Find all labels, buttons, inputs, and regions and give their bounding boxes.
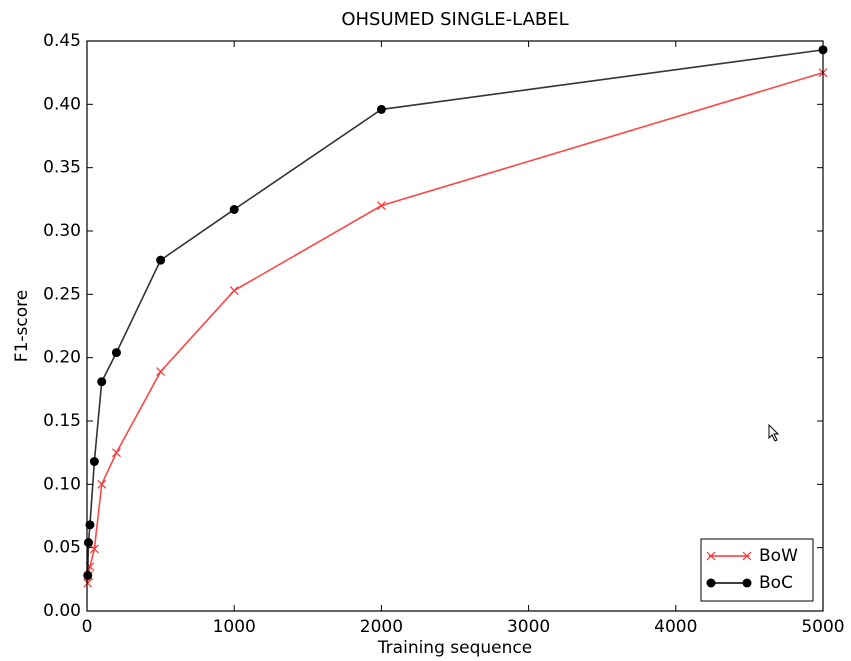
marker <box>706 578 716 588</box>
x-axis-label: Training sequence <box>377 638 532 658</box>
marker <box>85 520 95 530</box>
y-tick-label: 0.10 <box>43 474 81 494</box>
x-tick-label: 0 <box>82 617 93 637</box>
legend-label: BoC <box>759 573 793 593</box>
x-tick-label: 1000 <box>213 617 256 637</box>
y-axis-label: F1-score <box>12 290 32 362</box>
marker <box>742 578 752 588</box>
marker <box>706 551 716 561</box>
series-line <box>86 71 824 584</box>
cursor <box>768 423 780 442</box>
marker <box>97 377 107 387</box>
y-tick-label: 0.35 <box>43 158 81 178</box>
y-tick-label: 0.30 <box>43 221 81 241</box>
marker <box>83 571 93 581</box>
x-tick-label: 4000 <box>654 617 697 637</box>
y-tick-label: 0.15 <box>43 411 81 431</box>
marker <box>156 367 166 377</box>
chart-title: OHSUMED SINGLE-LABEL <box>341 9 568 30</box>
marker <box>742 551 752 561</box>
marker <box>229 286 239 295</box>
marker <box>83 578 93 588</box>
y-tick-label: 0.45 <box>43 31 81 51</box>
legend-label: BoW <box>759 546 798 566</box>
y-tick-label: 0.00 <box>43 601 81 621</box>
y-tick-label: 0.40 <box>43 94 81 114</box>
y-tick-label: 0.25 <box>43 284 81 304</box>
plot-frame <box>86 40 824 612</box>
marker <box>83 538 93 548</box>
legend-box <box>700 538 814 602</box>
y-tick-label: 0.20 <box>43 348 81 368</box>
marker <box>89 544 99 554</box>
marker <box>376 201 386 211</box>
marker <box>97 479 107 489</box>
marker <box>156 255 166 265</box>
x-tick-label: 2000 <box>360 617 403 637</box>
marker <box>376 104 386 114</box>
y-tick-label: 0.05 <box>43 538 81 558</box>
marker <box>111 348 121 358</box>
x-tick-label: 3000 <box>507 617 550 637</box>
series-line <box>86 49 824 576</box>
marker <box>112 448 121 458</box>
x-tick-label: 5000 <box>801 617 844 637</box>
marker <box>229 204 239 214</box>
marker <box>89 457 99 467</box>
